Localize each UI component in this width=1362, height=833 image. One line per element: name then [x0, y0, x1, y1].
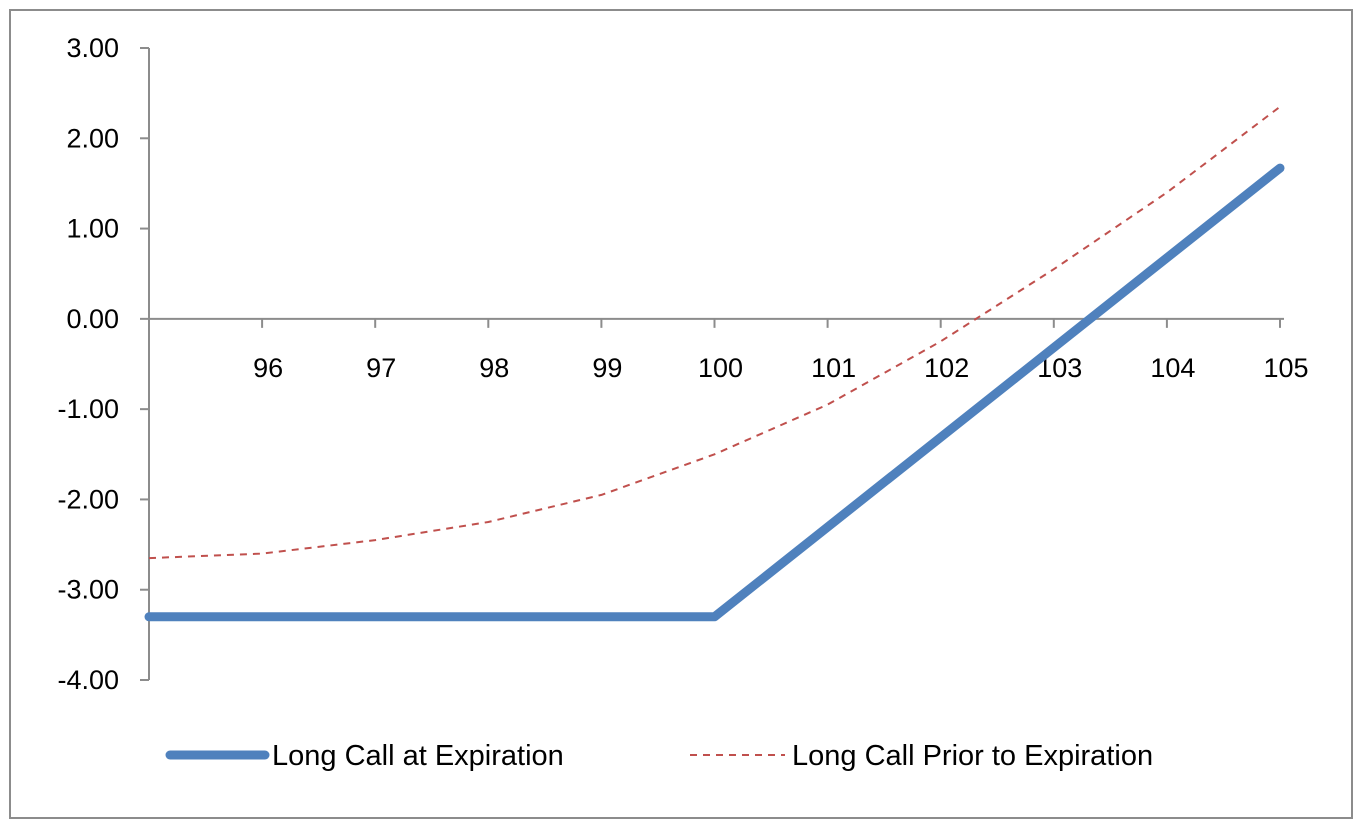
y-axis: 3.00 2.00 1.00 0.00 -1.00 -2.00 -3.00 -4.00	[57, 33, 150, 695]
legend-label-prior: Long Call Prior to Expiration	[792, 740, 1153, 772]
y-tick-label: 1.00	[66, 214, 119, 244]
x-tick-label: 105	[1263, 353, 1308, 383]
y-tick-label: -2.00	[57, 484, 119, 514]
x-tick-label: 98	[479, 353, 509, 383]
legend-label-expiration: Long Call at Expiration	[272, 740, 564, 772]
x-tick-label: 104	[1150, 353, 1195, 383]
y-tick-label: -3.00	[57, 575, 119, 605]
y-tick-label: -1.00	[57, 394, 119, 424]
y-tick-label: -4.00	[57, 665, 119, 695]
y-tick-label: 2.00	[66, 123, 119, 153]
x-axis: 96 97 98 99 100 101 102 103 104 105	[149, 317, 1309, 383]
y-tick-label: 3.00	[66, 33, 119, 63]
series-line-prior	[148, 105, 1281, 560]
series-lines	[144, 105, 1285, 622]
legend: Long Call at Expiration Long Call Prior …	[165, 740, 1153, 772]
chart-border	[9, 9, 1353, 819]
x-tick-label: 97	[366, 353, 396, 383]
x-tick-label: 101	[811, 353, 856, 383]
x-tick-label: 96	[253, 353, 283, 383]
y-tick-label: 0.00	[66, 304, 119, 334]
x-tick-label: 102	[924, 353, 969, 383]
x-tick-label: 99	[592, 353, 622, 383]
series-line-expiration	[144, 163, 1285, 622]
x-tick-label: 100	[698, 353, 743, 383]
